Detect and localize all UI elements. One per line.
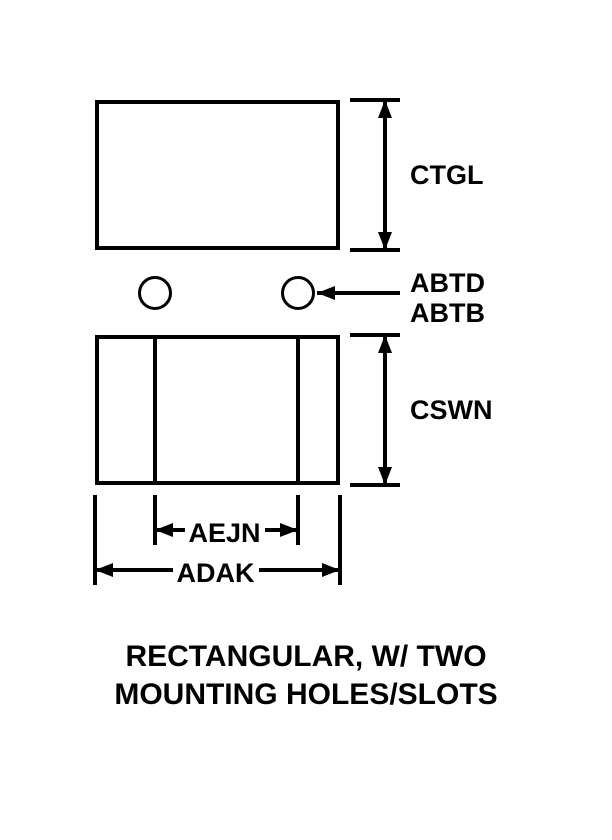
label-cswn: CSWN <box>410 395 493 426</box>
caption-line-1: RECTANGULAR, W/ TWO <box>0 640 612 674</box>
label-ctgl: CTGL <box>410 160 484 191</box>
label-abtd: ABTD <box>410 268 485 299</box>
caption-line-2: MOUNTING HOLES/SLOTS <box>0 678 612 712</box>
dimension-arrows <box>0 0 612 840</box>
label-aejn: AEJN <box>185 518 265 549</box>
label-abtb: ABTB <box>410 298 485 329</box>
label-adak: ADAK <box>173 558 259 589</box>
diagram-canvas: CTGL ABTD ABTB CSWN AEJN ADAK RECTANGULA… <box>0 0 612 840</box>
